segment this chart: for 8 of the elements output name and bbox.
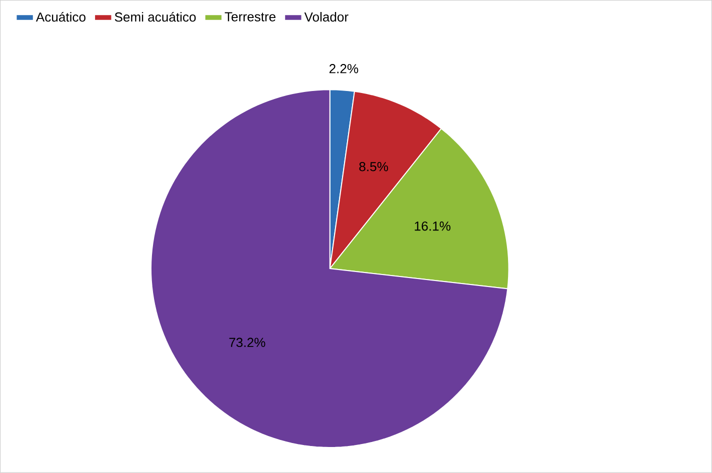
legend-label: Semi acuático	[114, 12, 196, 22]
data-label: 16.1%	[414, 222, 450, 231]
data-label: 8.5%	[359, 162, 388, 172]
data-label: 73.2%	[229, 338, 266, 348]
data-label: 2.2%	[329, 64, 358, 74]
legend-label: Volador	[304, 12, 348, 22]
legend-label: Acuático	[36, 12, 86, 22]
legend-label: Terrestre	[224, 12, 276, 22]
